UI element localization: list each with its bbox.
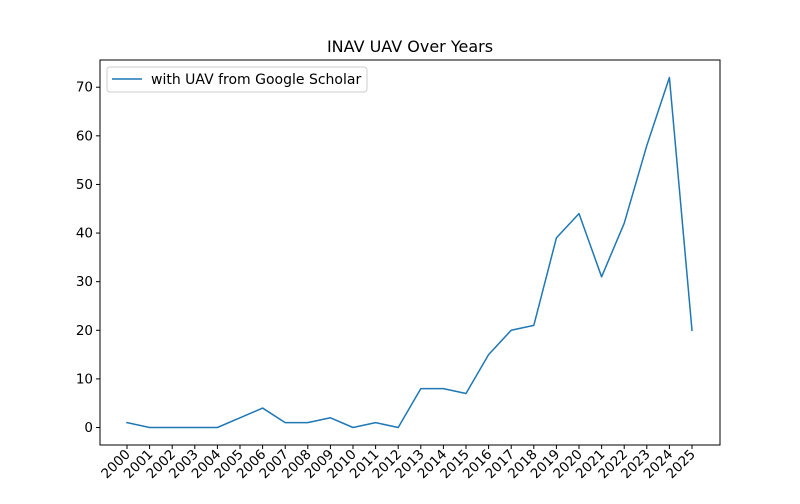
- y-axis: 0 10 20 30 40 50 60 70: [76, 80, 100, 436]
- y-tick-label: 50: [76, 177, 93, 193]
- x-axis: 2000200120022003200420052006200720082009…: [98, 445, 699, 482]
- y-tick-label: 40: [76, 226, 93, 242]
- y-tick-label: 70: [76, 80, 93, 96]
- y-tick-label: 30: [76, 274, 93, 290]
- series-group: [127, 77, 692, 427]
- plot-frame: [100, 60, 720, 445]
- chart-title: INAV UAV Over Years: [327, 37, 493, 56]
- legend-label: with UAV from Google Scholar: [151, 72, 361, 88]
- series-line: [127, 78, 692, 428]
- y-tick-label: 10: [76, 371, 93, 387]
- y-tick-label: 60: [76, 128, 93, 144]
- legend: with UAV from Google Scholar: [107, 67, 367, 92]
- y-tick-label: 0: [84, 420, 93, 436]
- y-tick-label: 20: [76, 323, 93, 339]
